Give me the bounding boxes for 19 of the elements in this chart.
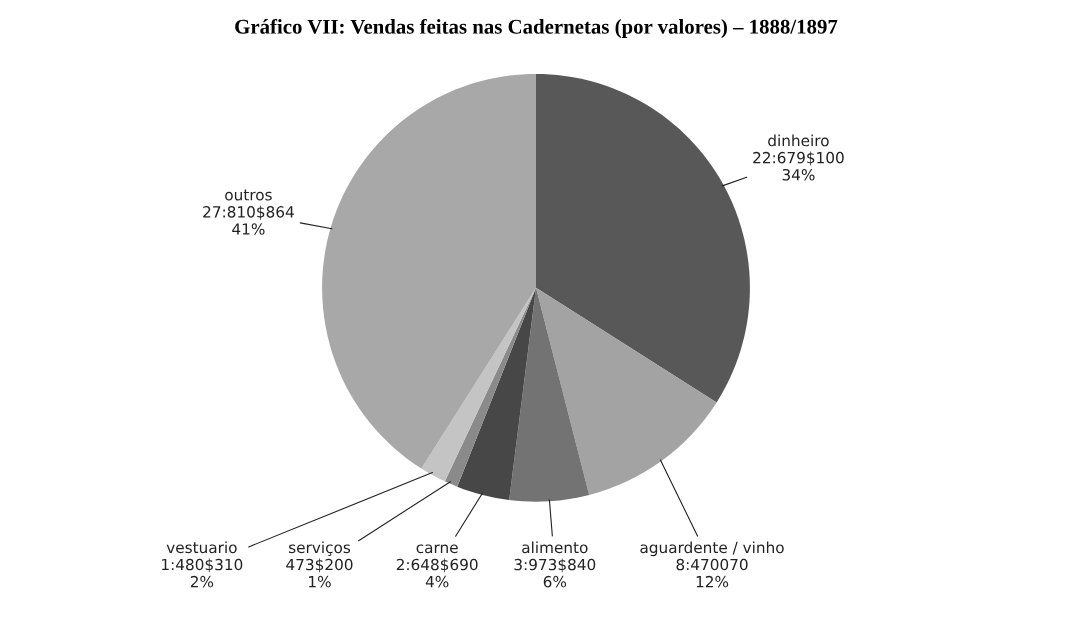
data-label: 2%	[190, 575, 214, 588]
slice-label: dinheiro 22:679$100	[753, 134, 844, 166]
data-label: 12%	[696, 575, 729, 588]
slice-label: serviços 473$200	[286, 541, 353, 573]
pie-slice	[536, 73, 750, 403]
slice-label: aguardente / vinho 8:470070	[640, 541, 784, 571]
pie-slice	[421, 287, 536, 482]
data-label: 1%	[309, 575, 331, 588]
data-label: 4%	[425, 575, 449, 588]
slice-label: vestuario 1:480$310	[162, 541, 243, 573]
data-label: 34%	[782, 168, 815, 181]
slice-label: outros 27:810$864	[203, 189, 294, 220]
chart-title: Gráfico VII: Vendas feitas nas Cadernetas (por valores) – 1888/1897	[235, 18, 838, 38]
pie-slice	[509, 287, 590, 502]
data-label: 41%	[232, 223, 265, 235]
slice-label: carne 2:648$690	[396, 544, 478, 573]
data-label: 6%	[543, 575, 567, 588]
pie-slice	[457, 287, 536, 501]
slice-label: alimento 3:973$840	[514, 541, 596, 573]
